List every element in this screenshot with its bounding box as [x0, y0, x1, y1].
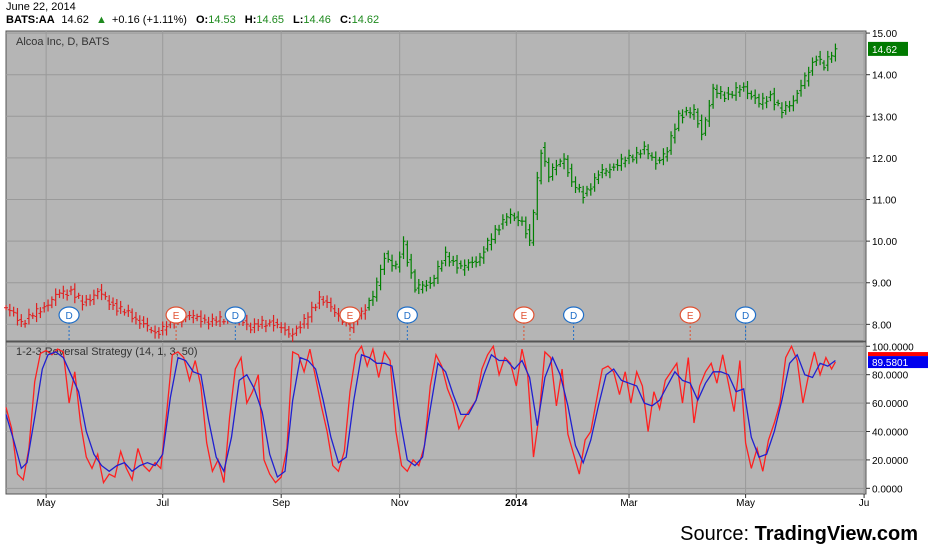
price-y-tick-label: 8.00 — [872, 320, 892, 331]
price-y-tick-label: 12.00 — [872, 154, 897, 165]
oscillator-value-tag — [868, 356, 928, 369]
event-marker — [396, 306, 418, 324]
close-label: C: — [339, 14, 352, 26]
oscillator-fast-line — [5, 344, 836, 485]
event-marker-label: E — [687, 311, 694, 322]
x-tick-label: Jul — [156, 498, 169, 509]
up-arrow-icon: ▲ — [95, 14, 107, 26]
event-marker-label: D — [570, 311, 577, 322]
x-tick-label: May — [736, 498, 755, 509]
event-marker-label: E — [173, 311, 180, 322]
event-marker-label: D — [232, 311, 239, 322]
last-price: 14.62 — [61, 14, 89, 26]
last-price-tag — [868, 41, 908, 56]
oscillator-y-tick-label: 80.0000 — [872, 371, 909, 382]
event-marker — [58, 306, 80, 324]
oscillator-value-tag-label: 89.5801 — [872, 358, 909, 369]
last-price-tag-label: 14.62 — [872, 45, 897, 56]
oscillator-y-tick-label: 0.0000 — [872, 484, 903, 495]
price-y-tick-label: 10.00 — [872, 237, 897, 248]
x-tick-label: May — [37, 498, 56, 509]
price-y-tick-label: 15.00 — [872, 29, 897, 40]
symbol[interactable]: BATS:AA — [6, 14, 55, 26]
event-marker-label: E — [347, 311, 354, 322]
ohlc-series — [4, 43, 838, 342]
event-marker — [339, 306, 361, 324]
event-marker-label: D — [65, 311, 72, 322]
price-y-tick-label: 13.00 — [872, 112, 897, 123]
event-marker — [165, 306, 187, 324]
oscillator-y-tick-label: 60.0000 — [872, 399, 909, 410]
x-tick-label: 2014 — [505, 498, 528, 509]
price-y-tick-label: 9.00 — [872, 279, 892, 290]
source-prefix: Source: — [680, 523, 750, 545]
oscillator-y-tick-label: 40.0000 — [872, 427, 909, 438]
x-tick-label: Mar — [620, 498, 638, 509]
event-marker — [224, 306, 246, 324]
event-marker — [734, 306, 757, 324]
price-y-tick-label: 11.00 — [872, 196, 897, 207]
price-panel — [5, 30, 867, 342]
high-label: H: — [244, 14, 257, 26]
low-label: L: — [293, 14, 304, 26]
chart-header: June 22, 2014 BATS:AA 14.62 ▲ +0.16 (+1.… — [0, 0, 932, 30]
low-value: 14.46 — [303, 14, 331, 26]
price-panel-title: Alcoa Inc, D, BATS — [16, 36, 109, 48]
oscillator-y-tick-label: 100.0000 — [872, 342, 914, 353]
event-marker-label: D — [404, 311, 411, 322]
oscillator-panel — [5, 341, 867, 495]
oscillator-fast-tag — [868, 352, 928, 357]
price-y-tick-label: 14.00 — [872, 71, 897, 82]
event-marker — [513, 306, 535, 324]
price-change: +0.16 (+1.11%) — [111, 14, 187, 26]
x-tick-label: Ju — [859, 498, 870, 509]
quote-line: BATS:AA 14.62 ▲ +0.16 (+1.11%) O:14.53 H… — [6, 14, 379, 26]
x-tick-label: Sep — [272, 498, 290, 509]
x-tick-label: Nov — [391, 498, 409, 509]
high-value: 14.65 — [256, 14, 284, 26]
oscillator-slow-line — [5, 351, 836, 479]
event-marker — [679, 306, 701, 324]
source-brand[interactable]: TradingView.com — [754, 523, 918, 545]
event-marker-label: E — [521, 311, 528, 322]
event-marker — [562, 306, 585, 324]
oscillator-y-tick-label: 20.0000 — [872, 456, 909, 467]
chart-date: June 22, 2014 — [6, 1, 76, 13]
event-marker-label: D — [742, 311, 749, 322]
oscillator-panel-title: 1-2-3 Reversal Strategy (14, 1, 3, 50) — [16, 346, 198, 358]
close-value: 14.62 — [351, 14, 380, 26]
source-credit: Source: TradingView.com — [680, 523, 918, 546]
open-label: O: — [195, 14, 209, 26]
open-value: 14.53 — [208, 14, 236, 26]
